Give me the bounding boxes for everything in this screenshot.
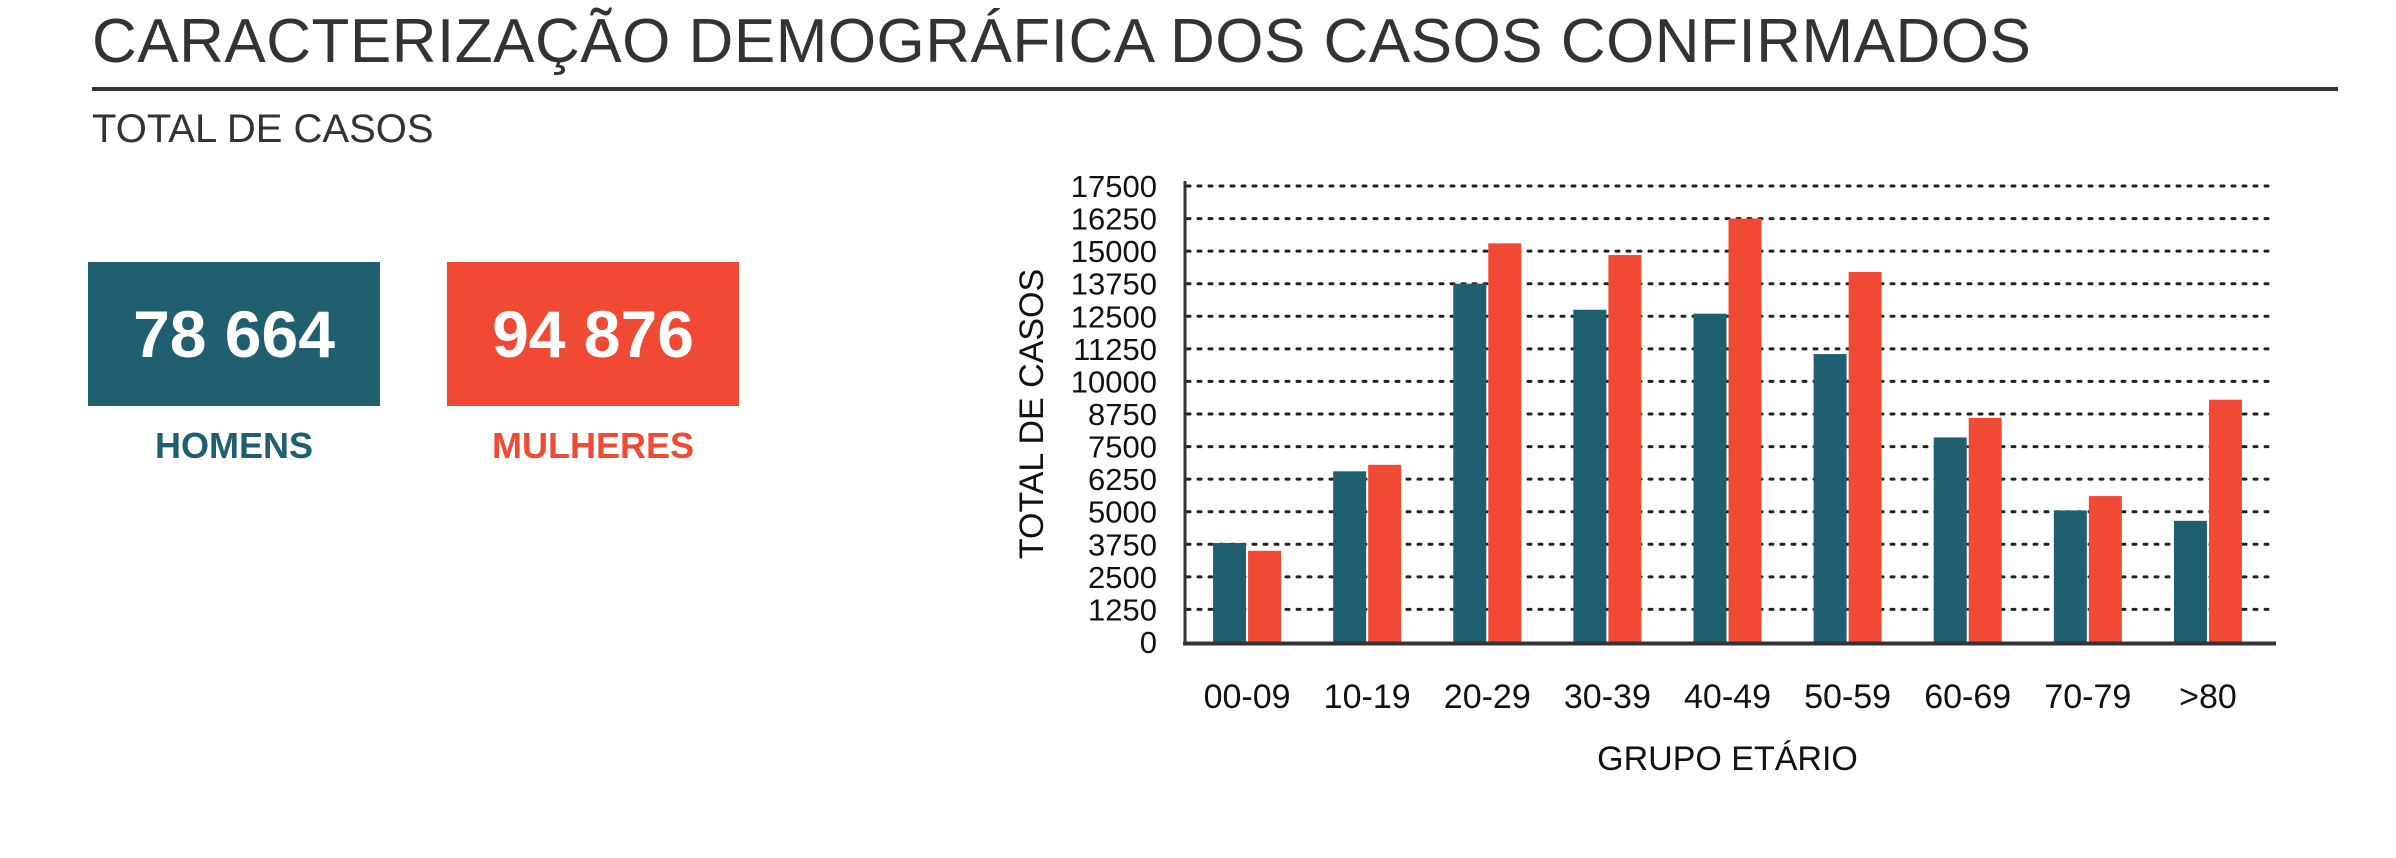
x-tick-label: 10-19: [1324, 678, 1411, 716]
y-tick-label: 17500: [1071, 169, 1157, 204]
women-label: MULHERES: [491, 425, 694, 466]
bar-homens-9: [2173, 520, 2207, 642]
bar-homens-6: [1813, 354, 1847, 642]
bar-homens-8: [2053, 510, 2087, 642]
bars: [1213, 218, 2242, 643]
bar-mulheres-6: [1848, 271, 1882, 642]
bar-mulheres-8: [2088, 496, 2122, 642]
y-tick-label: 10000: [1071, 364, 1157, 399]
x-tick-label: 20-29: [1444, 678, 1531, 716]
page-title: CARACTERIZAÇÃO DEMOGRÁFICA DOS CASOS CON…: [92, 7, 2032, 76]
x-tick-labels: 00-09 10-19 20-29 30-39 40-49 50-59 60-69 70-79…: [1204, 678, 2237, 716]
bar-mulheres-7: [1968, 417, 2002, 642]
section-label: TOTAL DE CASOS: [92, 107, 434, 151]
y-tick-label: 8750: [1088, 397, 1157, 432]
y-tick-labels: 0125025003750500062507500875010000112501…: [1071, 169, 1157, 660]
bar-homens-7: [1933, 437, 1967, 642]
y-tick-label: 12500: [1071, 299, 1157, 334]
y-tick-label: 13750: [1071, 267, 1157, 302]
y-tick-label: 0: [1140, 625, 1157, 660]
bar-mulheres-5: [1728, 218, 1762, 643]
grid-lines: [1185, 184, 2270, 611]
y-tick-label: 7500: [1088, 430, 1157, 465]
y-tick-label: 2500: [1088, 560, 1157, 595]
men-label: HOMENS: [154, 425, 313, 466]
x-tick-label: 50-59: [1804, 678, 1891, 716]
bar-mulheres-1: [1248, 550, 1282, 642]
women-total-box: 94 876: [447, 262, 739, 406]
bar-mulheres-4: [1608, 255, 1642, 642]
bar-mulheres-2: [1368, 464, 1402, 642]
x-tick-label: 60-69: [1924, 678, 2011, 716]
y-tick-label: 5000: [1088, 495, 1157, 530]
bar-homens-3: [1453, 283, 1487, 642]
x-axis-label: GRUPO ETÁRIO: [1597, 740, 1858, 778]
y-tick-label: 1250: [1088, 592, 1157, 627]
bar-mulheres-9: [2208, 399, 2242, 642]
bar-homens-5: [1693, 313, 1727, 642]
x-tick-label: 00-09: [1204, 678, 1291, 716]
x-tick-label: >80: [2179, 678, 2237, 716]
y-tick-label: 3750: [1088, 527, 1157, 562]
bar-homens-2: [1333, 471, 1367, 642]
women-total-value: 94 876: [492, 297, 694, 371]
men-total-value: 78 664: [133, 297, 335, 371]
men-total-box: 78 664: [88, 262, 380, 406]
bar-homens-4: [1573, 309, 1607, 642]
y-axis-label: TOTAL DE CASOS: [1013, 269, 1051, 559]
x-tick-label: 30-39: [1564, 678, 1651, 716]
y-tick-label: 15000: [1071, 234, 1157, 269]
bar-homens-1: [1213, 542, 1247, 642]
title-divider: [92, 87, 2338, 91]
bar-mulheres-3: [1488, 243, 1522, 642]
x-tick-label: 70-79: [2044, 678, 2131, 716]
y-tick-label: 6250: [1088, 462, 1157, 497]
y-tick-label: 11250: [1073, 332, 1157, 367]
y-tick-label: 16250: [1071, 202, 1157, 237]
x-tick-label: 40-49: [1684, 678, 1771, 716]
